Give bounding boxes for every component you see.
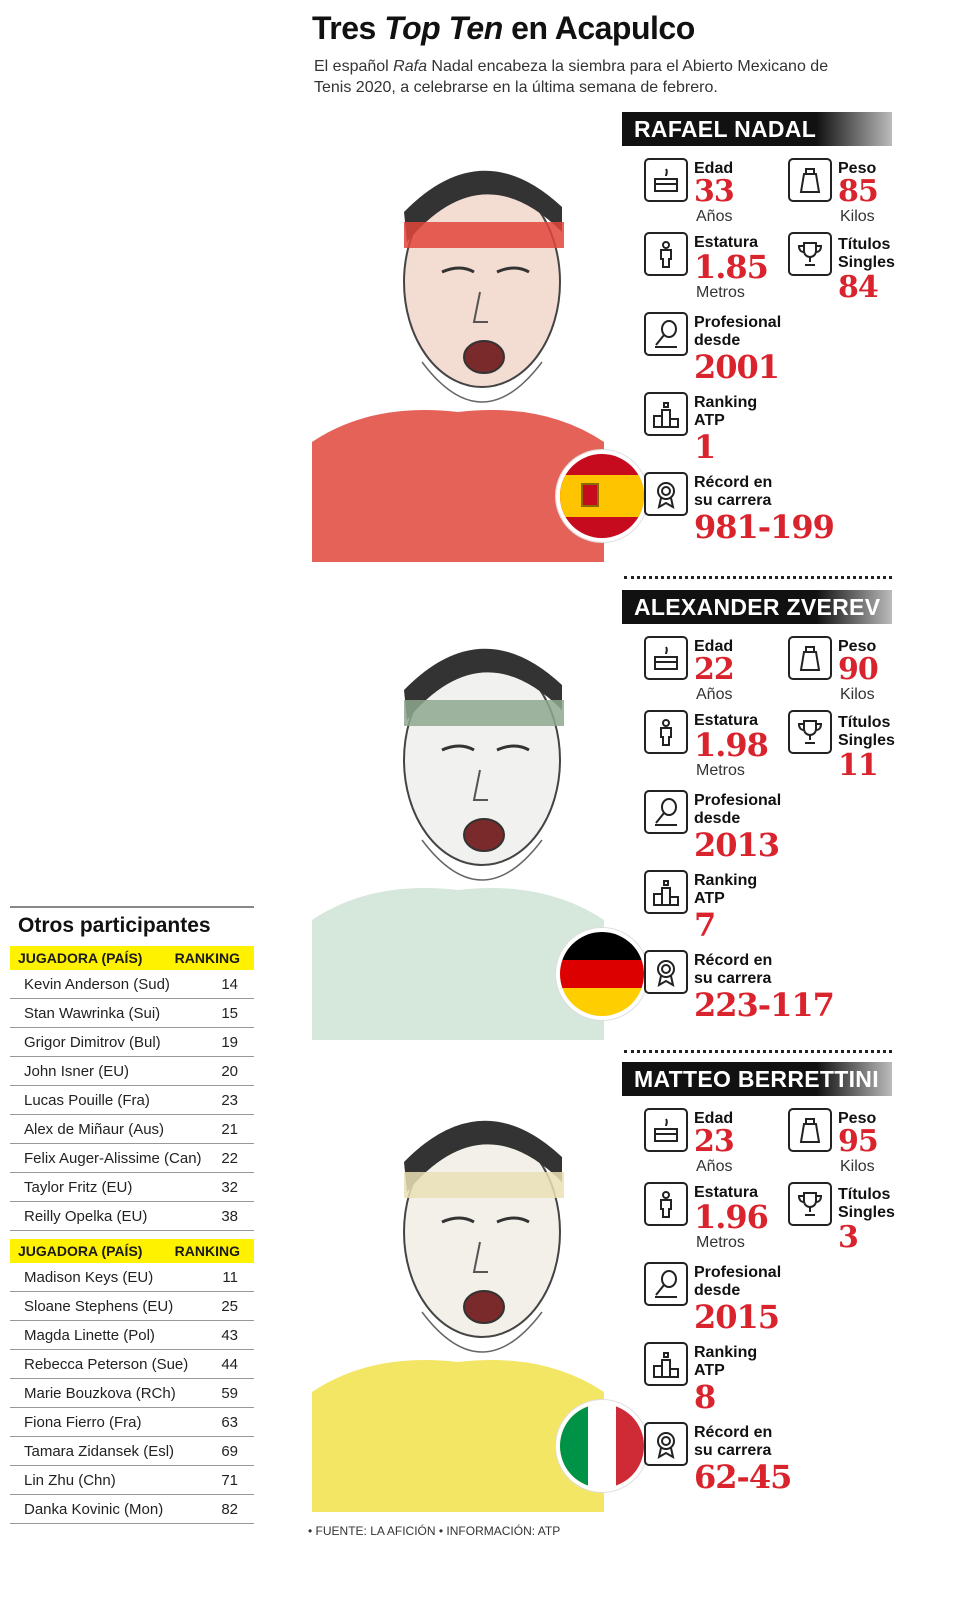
page-title: Tres Top Ten en Acapulco <box>312 10 695 46</box>
player-country: Reilly Opelka (EU) <box>24 1207 148 1225</box>
ranking-value: 69 <box>221 1442 238 1460</box>
player-country: Alex de Miñaur (Aus) <box>24 1120 165 1138</box>
section-divider <box>624 576 892 579</box>
table-row: Fiona Fierro (Fra) 63 <box>10 1408 254 1437</box>
cake-icon <box>644 636 688 680</box>
women-list: Madison Keys (EU) 11 Sloane Stephens (EU) 2… <box>10 1263 254 1524</box>
ranking-value: 19 <box>221 1033 238 1051</box>
medal-icon <box>644 1422 688 1466</box>
player-name: ALEXANDER ZVEREV <box>622 590 892 624</box>
player-country: Grigor Dimitrov (Bul) <box>24 1033 161 1051</box>
section-divider <box>624 1050 892 1053</box>
player-country: Lucas Pouille (Fra) <box>24 1091 150 1109</box>
player-card: ALEXANDER ZVEREV Edad 22 Años Peso 90 Ki… <box>312 590 895 1050</box>
podium-icon <box>644 392 688 436</box>
table-row: Rebecca Peterson (Sue) 44 <box>10 1350 254 1379</box>
person-icon <box>644 1182 688 1226</box>
table-row: Taylor Fritz (EU) 32 <box>10 1173 254 1202</box>
scale-icon <box>788 158 832 202</box>
trophy-icon <box>788 710 832 754</box>
ranking-value: 23 <box>221 1091 238 1109</box>
person-icon <box>644 232 688 276</box>
ranking-value: 15 <box>221 1004 238 1022</box>
player-country: Marie Bouzkova (RCh) <box>24 1384 176 1402</box>
table-row: Stan Wawrinka (Sui) 15 <box>10 999 254 1028</box>
scale-icon <box>788 636 832 680</box>
player-country: Kevin Anderson (Sud) <box>24 975 170 993</box>
player-country: Magda Linette (Pol) <box>24 1326 155 1344</box>
medal-icon <box>644 950 688 994</box>
table-row: Madison Keys (EU) 11 <box>10 1263 254 1292</box>
others-table: Otros participantes JUGADORA (PAÍS) RANK… <box>10 906 254 1524</box>
player-country: Madison Keys (EU) <box>24 1268 154 1286</box>
table-row: Felix Auger-Alissime (Can) 22 <box>10 1144 254 1173</box>
player-portrait <box>312 590 604 1040</box>
table-header: JUGADORA (PAÍS) RANKING <box>10 1239 254 1263</box>
table-row: Kevin Anderson (Sud) 14 <box>10 970 254 999</box>
others-title: Otros participantes <box>10 906 254 946</box>
ranking-value: 59 <box>221 1384 238 1402</box>
player-country: Sloane Stephens (EU) <box>24 1297 174 1315</box>
player-country: Lin Zhu (Chn) <box>24 1471 116 1489</box>
player-country: John Isner (EU) <box>24 1062 130 1080</box>
podium-icon <box>644 1342 688 1386</box>
italy-flag <box>556 1400 648 1492</box>
table-row: Sloane Stephens (EU) 25 <box>10 1292 254 1321</box>
source-note: • FUENTE: LA AFICIÓN • INFORMACIÓN: ATP <box>308 1524 561 1538</box>
ranking-value: 63 <box>221 1413 238 1431</box>
ranking-value: 11 <box>222 1268 238 1286</box>
player-name: RAFAEL NADAL <box>622 112 892 146</box>
player-card: MATTEO BERRETTINI Edad 23 Años Peso 95 K… <box>312 1062 895 1522</box>
table-row: John Isner (EU) 20 <box>10 1057 254 1086</box>
player-country: Tamara Zidansek (Esl) <box>24 1442 175 1460</box>
ranking-value: 20 <box>221 1062 238 1080</box>
men-list: Kevin Anderson (Sud) 14 Stan Wawrinka (Sui… <box>10 970 254 1231</box>
table-row: Grigor Dimitrov (Bul) 19 <box>10 1028 254 1057</box>
table-row: Lucas Pouille (Fra) 23 <box>10 1086 254 1115</box>
germany-flag <box>556 928 648 1020</box>
spain-flag <box>556 450 648 542</box>
trophy-icon <box>788 1182 832 1226</box>
player-name: MATTEO BERRETTINI <box>622 1062 892 1096</box>
table-row: Alex de Miñaur (Aus) 21 <box>10 1115 254 1144</box>
player-country: Danka Kovinic (Mon) <box>24 1500 164 1518</box>
racket-icon <box>644 1262 688 1306</box>
podium-icon <box>644 870 688 914</box>
ranking-value: 22 <box>221 1149 238 1167</box>
medal-icon <box>644 472 688 516</box>
scale-icon <box>788 1108 832 1152</box>
ranking-value: 25 <box>221 1297 238 1315</box>
player-country: Taylor Fritz (EU) <box>24 1178 133 1196</box>
table-row: Magda Linette (Pol) 43 <box>10 1321 254 1350</box>
ranking-value: 21 <box>221 1120 238 1138</box>
player-country: Felix Auger-Alissime (Can) <box>24 1149 202 1167</box>
player-country: Stan Wawrinka (Sui) <box>24 1004 161 1022</box>
cake-icon <box>644 158 688 202</box>
table-row: Lin Zhu (Chn) 71 <box>10 1466 254 1495</box>
person-icon <box>644 710 688 754</box>
racket-icon <box>644 790 688 834</box>
racket-icon <box>644 312 688 356</box>
player-country: Rebecca Peterson (Sue) <box>24 1355 189 1373</box>
ranking-value: 71 <box>221 1471 238 1489</box>
cake-icon <box>644 1108 688 1152</box>
player-portrait <box>312 1062 604 1512</box>
ranking-value: 44 <box>221 1355 238 1373</box>
ranking-value: 14 <box>221 975 238 993</box>
table-row: Reilly Opelka (EU) 38 <box>10 1202 254 1231</box>
ranking-value: 38 <box>221 1207 238 1225</box>
ranking-value: 32 <box>221 1178 238 1196</box>
table-header: JUGADORA (PAÍS) RANKING <box>10 946 254 970</box>
player-card: RAFAEL NADAL Edad 33 Años Peso 85 Kilos … <box>312 112 895 572</box>
player-portrait <box>312 112 604 562</box>
trophy-icon <box>788 232 832 276</box>
table-row: Marie Bouzkova (RCh) 59 <box>10 1379 254 1408</box>
ranking-value: 82 <box>221 1500 238 1518</box>
table-row: Danka Kovinic (Mon) 82 <box>10 1495 254 1524</box>
table-row: Tamara Zidansek (Esl) 69 <box>10 1437 254 1466</box>
ranking-value: 43 <box>221 1326 238 1344</box>
player-country: Fiona Fierro (Fra) <box>24 1413 142 1431</box>
page-subtitle: El español Rafa Nadal encabeza la siembr… <box>314 58 829 96</box>
